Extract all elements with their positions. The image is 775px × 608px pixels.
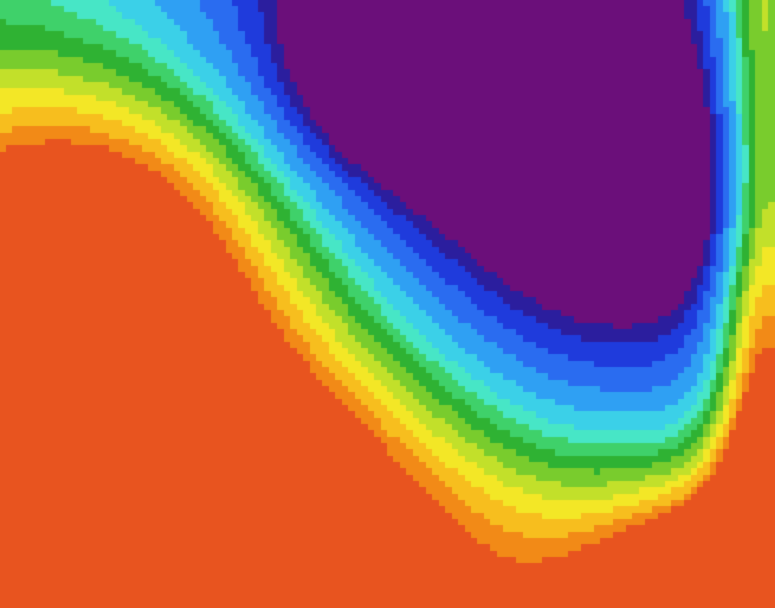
contour-heatmap xyxy=(0,0,775,608)
